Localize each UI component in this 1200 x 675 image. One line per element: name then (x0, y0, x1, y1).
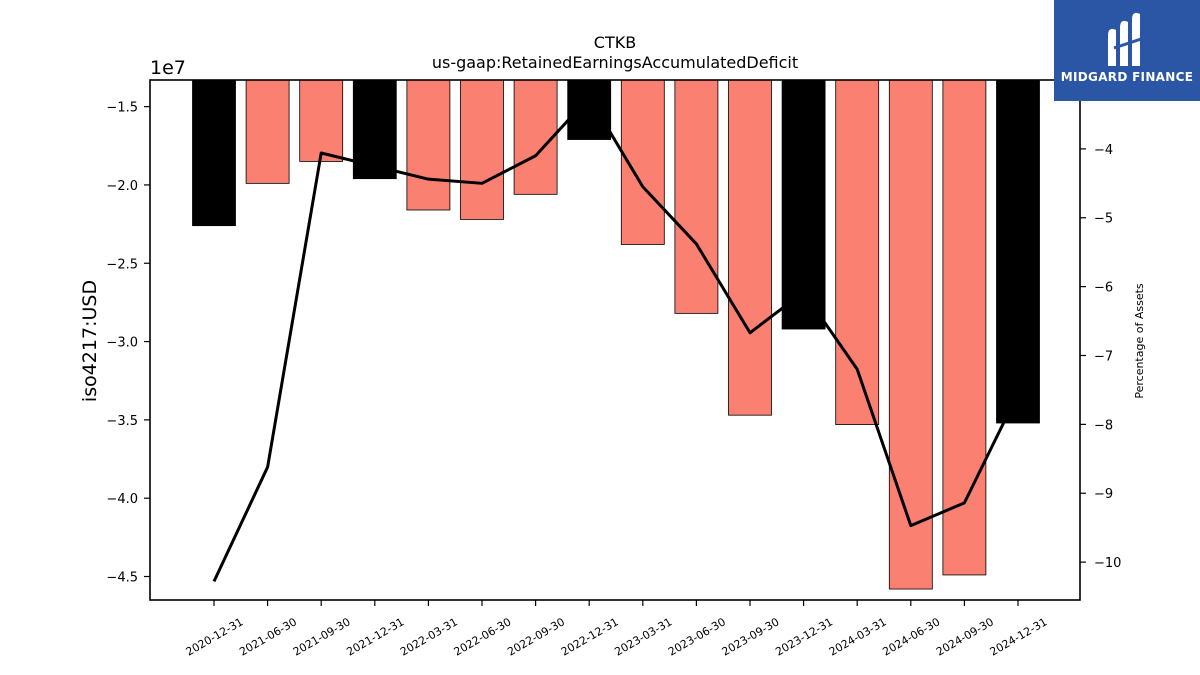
y-tick-label: −2.0 (106, 179, 138, 194)
x-tick-label: 2021-09-30 (291, 615, 353, 658)
y-tick-label: −3.0 (106, 336, 138, 351)
y-axis-label: iso4217:USD (79, 280, 101, 402)
bar (942, 79, 987, 576)
y-tick-label: −1.5 (106, 101, 138, 116)
x-tick-label: 2023-03-31 (612, 615, 674, 658)
x-tick-label: 2022-03-31 (398, 615, 460, 658)
y-tick-label: −3.5 (106, 414, 138, 429)
bar (460, 79, 504, 220)
bar (781, 79, 826, 330)
y-tick-label: −4.0 (106, 492, 138, 507)
bar (406, 79, 451, 211)
x-tick-label: 2024-09-30 (934, 615, 996, 658)
y2-tick-label: −6 (1094, 281, 1113, 296)
y2-tick-label: −5 (1094, 212, 1113, 227)
x-tick-label: 2024-12-31 (988, 615, 1050, 658)
x-tick-label: 2020-12-31 (184, 615, 246, 658)
bar (674, 79, 719, 314)
midgard-m-logo-icon (1108, 12, 1145, 66)
x-tick-label: 2021-06-30 (237, 615, 299, 658)
x-tick-label: 2021-12-31 (344, 615, 406, 658)
y2-tick-label: −8 (1094, 418, 1113, 433)
x-tick-label: 2024-03-31 (827, 615, 889, 658)
series-line (212, 95, 1020, 583)
y2-tick-label: −10 (1094, 556, 1121, 571)
bar (567, 79, 612, 140)
x-tick-label: 2022-09-30 (505, 615, 567, 658)
y2-tick-label: −7 (1094, 349, 1113, 364)
brand-logo: MIDGARD FINANCE (1054, 0, 1200, 101)
x-tick-label: 2022-12-31 (559, 615, 621, 658)
chart-title: CTKB (594, 33, 636, 52)
y2-axis-label: Percentage of Assets (1133, 283, 1146, 399)
bar (996, 79, 1040, 424)
x-tick-label: 2023-06-30 (666, 615, 728, 658)
y-tick-label: −2.5 (106, 257, 138, 272)
x-tick-label: 2022-06-30 (452, 615, 514, 658)
x-tick-label: 2023-09-30 (720, 615, 782, 658)
chart-subtitle: us-gaap:RetainedEarningsAccumulatedDefic… (432, 53, 798, 72)
plot-frame (149, 79, 1081, 601)
bar (245, 79, 290, 184)
y2-tick-label: −4 (1094, 143, 1113, 158)
bar (728, 79, 772, 416)
bar (192, 79, 236, 227)
brand-logo-text: MIDGARD FINANCE (1060, 70, 1194, 84)
y-offset-label: 1e7 (150, 57, 186, 79)
y-tick-label: −4.5 (106, 571, 138, 586)
x-tick-label: 2024-06-30 (880, 615, 942, 658)
y2-tick-label: −9 (1094, 487, 1113, 502)
x-tick-label: 2023-12-31 (773, 615, 835, 658)
bar (299, 79, 344, 162)
bar (888, 79, 933, 590)
bar (513, 79, 558, 195)
